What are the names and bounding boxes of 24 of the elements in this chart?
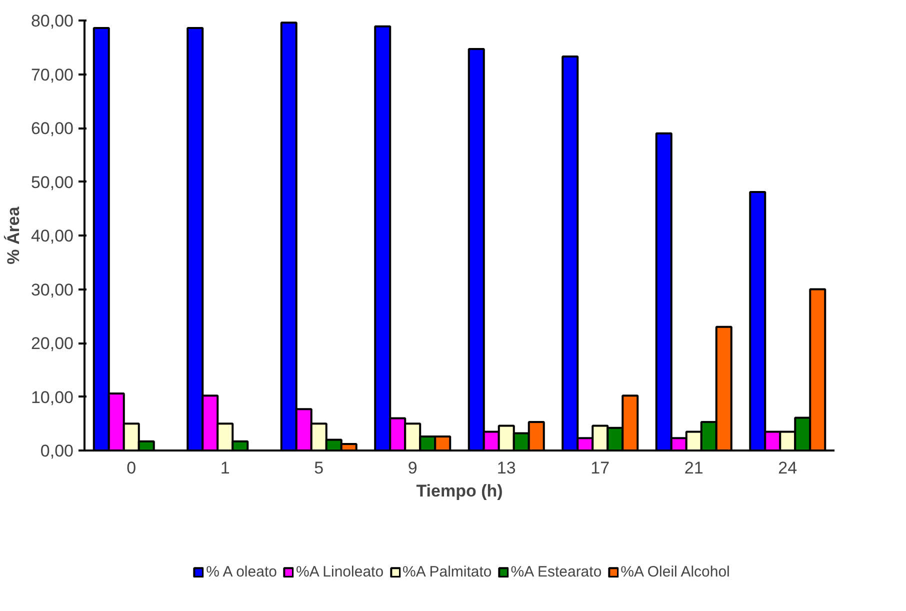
x-tick-label: 5 [314, 458, 324, 478]
x-tick-label: 1 [220, 458, 230, 478]
y-tick-label: 10,00 [30, 388, 74, 407]
y-tick-label: 30,00 [30, 280, 74, 300]
x-tick-label: 24 [778, 458, 798, 478]
legend-label: %A Oleil Alcohol [620, 563, 730, 580]
y-axis-title: % Área [2, 206, 23, 264]
y-tick-label: 0,00 [40, 442, 74, 460]
x-tick-label: 9 [408, 458, 418, 478]
legend-label: %A Linoleato [296, 563, 384, 580]
y-tick-label: 60,00 [30, 119, 74, 138]
x-tick-label: 17 [590, 458, 610, 478]
x-axis-title: Tiempo (h) [416, 482, 503, 500]
x-tick-label: 21 [684, 458, 704, 478]
y-tick-label: 50,00 [30, 172, 74, 192]
legend-label: %A Estearato [510, 563, 602, 580]
legend-label: % A oleato [206, 563, 277, 580]
y-tick-label: 40,00 [30, 226, 74, 246]
y-tick-label: 20,00 [30, 334, 74, 353]
y-tick-label: 80,00 [30, 12, 74, 30]
x-tick-label: 13 [496, 458, 516, 478]
legend-label: %A Palmitato [402, 563, 492, 580]
x-tick-label: 0 [126, 458, 136, 478]
y-tick-label: 70,00 [30, 65, 74, 84]
